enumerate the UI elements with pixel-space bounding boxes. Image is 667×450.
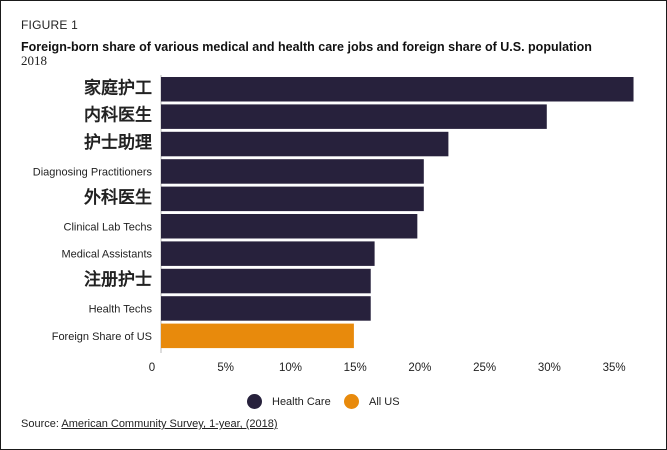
bar-10: [161, 323, 354, 349]
figure-label: FIGURE 1: [21, 18, 78, 32]
bar-3: [161, 131, 449, 157]
legend-swatch-2: [344, 394, 359, 409]
source-note: Source: American Community Survey, 1-yea…: [21, 418, 278, 430]
bar-5: [161, 186, 424, 212]
legend-item-1: Health Care: [247, 394, 331, 409]
x-tick-label-8: 35%: [603, 362, 626, 374]
x-tick-label-5: 20%: [408, 362, 431, 374]
category-label-6: Clinical Lab Techs: [64, 221, 153, 233]
category-label-7: Medical Assistants: [62, 249, 153, 261]
source-prefix: Source:: [21, 418, 62, 430]
category-label-5: 外科医生: [84, 187, 152, 207]
category-label-9: Health Techs: [89, 303, 153, 315]
legend-label-1: Health Care: [272, 395, 331, 408]
legend-item-2: All US: [344, 394, 400, 409]
x-tick-label-1: 0: [149, 362, 155, 374]
bar-8: [161, 268, 371, 294]
chart-legend: Health Care All US: [0, 394, 667, 414]
x-tick-label-4: 15%: [344, 362, 367, 374]
x-tick-label-7: 30%: [538, 362, 561, 374]
bar-1: [161, 77, 634, 102]
category-label-1: 家庭护工: [84, 77, 152, 97]
bar-9: [161, 296, 371, 321]
chart-subtitle: 2018: [21, 53, 47, 68]
chart-title: Foreign-born share of various medical an…: [21, 40, 592, 54]
bar-6: [161, 214, 418, 239]
x-tick-label-2: 5%: [217, 362, 234, 374]
x-tick-label-6: 25%: [473, 362, 496, 374]
legend-swatch-1: [247, 394, 262, 409]
category-label-3: 护士助理: [84, 132, 152, 152]
category-label-4: Diagnosing Practitioners: [33, 166, 153, 178]
x-tick-label-3: 10%: [279, 362, 302, 374]
category-label-10: Foreign Share of US: [52, 331, 152, 343]
bar-7: [161, 241, 375, 266]
category-label-2: 内科医生: [84, 105, 152, 125]
bar-2: [161, 104, 547, 129]
legend-label-2: All US: [369, 395, 400, 408]
source-link[interactable]: American Community Survey, 1-year, (2018…: [61, 418, 278, 430]
category-label-8: 注册护士: [84, 269, 152, 289]
bar-4: [161, 159, 424, 184]
